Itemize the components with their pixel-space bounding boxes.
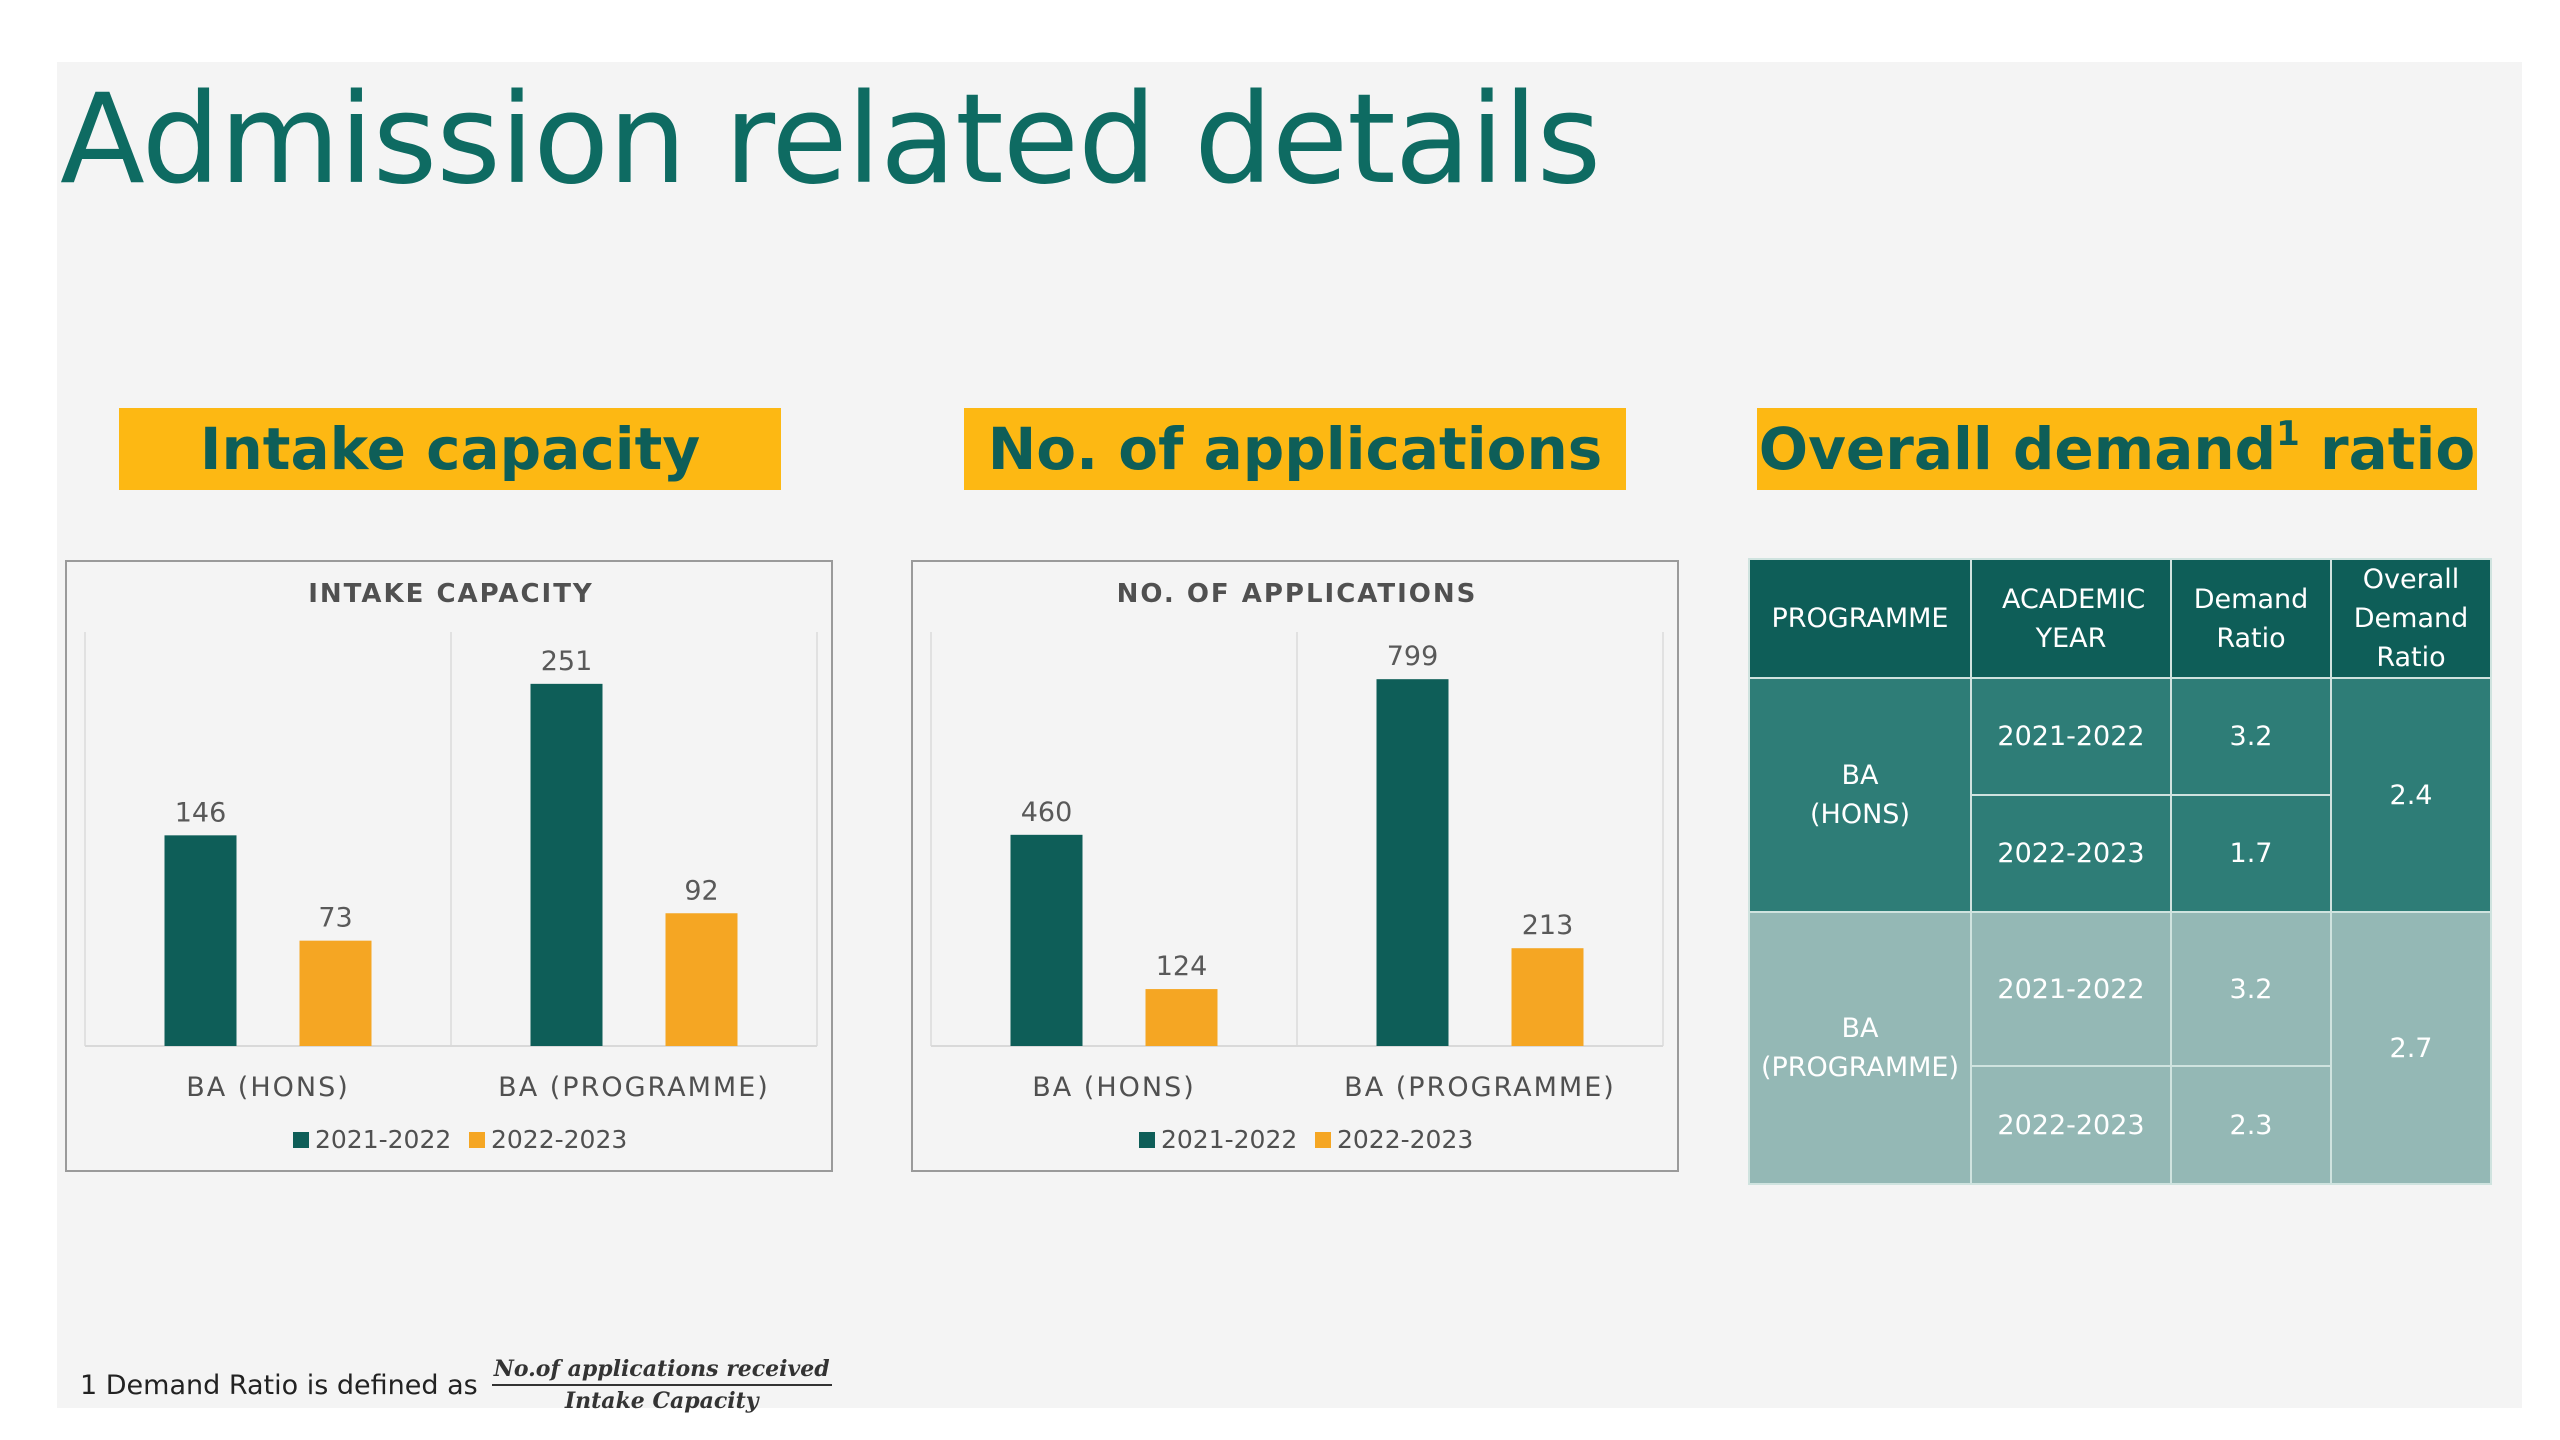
table-row: 2022-2023 1.7 [1749,794,2491,914]
demand-ratio-formula: No.of applications received Intake Capac… [491,1356,832,1414]
legend-swatch [1315,1132,1331,1148]
ratio-cell: 3.2 [2170,677,2332,797]
x-tick-label: BA (HONS) [1032,1072,1196,1103]
legend-label: 2021-2022 [1161,1125,1297,1154]
demand-ratio-banner-main: Overall demand [1758,415,2277,483]
bar [164,835,237,1046]
footnote-text: 1 Demand Ratio is defined as [80,1369,478,1401]
intake-capacity-banner: Intake capacity [119,408,781,490]
bar [1145,989,1218,1046]
bar [299,940,372,1046]
table-row: 2022-2023 2.3 [1749,1065,2491,1186]
year-cell: 2022-2023 [1970,794,2172,914]
programme-cell: BA (PROGRAMME) [1748,911,1972,1186]
demand-ratio-banner-tail: ratio [2299,415,2476,483]
ratio-cell: 2.3 [2170,1065,2332,1186]
data-label: 92 [684,875,718,906]
demand-ratio-table: PROGRAMME ACADEMIC YEAR Demand Ratio Ove… [1748,557,2492,1186]
year-cell: 2021-2022 [1970,911,2172,1068]
data-label: 799 [1387,641,1439,672]
legend-label: 2022-2023 [491,1125,627,1154]
bar [1010,834,1083,1046]
table-row: BA (HONS) 2021-2022 3.2 2.4 [1748,677,2492,914]
overall-ratio-cell: 2.4 [2330,677,2492,914]
chart-title: NO. OF APPLICATIONS [1117,579,1478,609]
formula-numerator: No.of applications received [491,1356,832,1386]
data-label: 73 [318,903,352,934]
x-tick-label: BA (HONS) [186,1072,350,1103]
bar [665,913,738,1046]
programme-cell: BA (HONS) [1748,677,1972,914]
year-cell: 2021-2022 [1970,677,2172,797]
overall-ratio-cell: 2.7 [2330,911,2492,1186]
ratio-cell: 1.7 [2170,794,2332,914]
legend-swatch [1139,1132,1155,1148]
table-header-row: PROGRAMME ACADEMIC YEAR Demand Ratio Ove… [1748,557,2492,680]
applications-chart: NO. OF APPLICATIONS 460 124 BA (HONS) 799 213… [911,560,1679,1172]
data-label: 213 [1522,910,1574,941]
header-overall-demand-ratio: Overall Demand Ratio [2330,557,2492,680]
chart-title: INTAKE CAPACITY [308,579,594,609]
x-tick-label: BA (PROGRAMME) [1344,1072,1616,1103]
footnote: 1 Demand Ratio is defined as No.of appli… [80,1356,832,1414]
intake-capacity-chart: INTAKE CAPACITY 146 73 BA (HONS) 251 92 BA (PR… [65,560,833,1172]
applications-chart-svg: NO. OF APPLICATIONS 460 124 BA (HONS) 799 213… [930,579,1664,1154]
header-demand-ratio: Demand Ratio [2170,557,2332,680]
applications-banner: No. of applications [964,408,1626,490]
data-label: 146 [175,797,227,828]
legend-label: 2022-2023 [1337,1125,1473,1154]
data-label: 251 [541,646,593,677]
applications-banner-label: No. of applications [987,415,1603,483]
page-title: Admission related details [60,68,1601,212]
x-tick-label: BA (PROGRAMME) [498,1072,770,1103]
ratio-cell: 3.2 [2170,911,2332,1068]
legend-swatch [469,1132,485,1148]
data-label: 460 [1021,797,1073,828]
intake-capacity-banner-label: Intake capacity [199,415,701,483]
header-academic-year: ACADEMIC YEAR [1970,557,2172,680]
data-label: 124 [1156,951,1208,982]
intake-capacity-chart-svg: INTAKE CAPACITY 146 73 BA (HONS) 251 92 BA (PR… [84,579,818,1154]
demand-ratio-table-container: PROGRAMME ACADEMIC YEAR Demand Ratio Ove… [1748,557,2492,1186]
bar [1376,679,1449,1046]
formula-denominator: Intake Capacity [564,1388,759,1414]
table-row: BA (PROGRAMME) 2021-2022 3.2 2.7 [1748,911,2492,1186]
legend-swatch [293,1132,309,1148]
year-cell: 2022-2023 [1970,1065,2172,1186]
footnote-marker: 1 [2276,413,2300,454]
bar [530,683,603,1046]
bar [1511,948,1584,1046]
demand-ratio-banner-label: Overall demand1 ratio [1758,413,2476,483]
header-programme: PROGRAMME [1748,557,1972,680]
legend-label: 2021-2022 [315,1125,451,1154]
demand-ratio-banner: Overall demand1 ratio [1757,408,2477,490]
